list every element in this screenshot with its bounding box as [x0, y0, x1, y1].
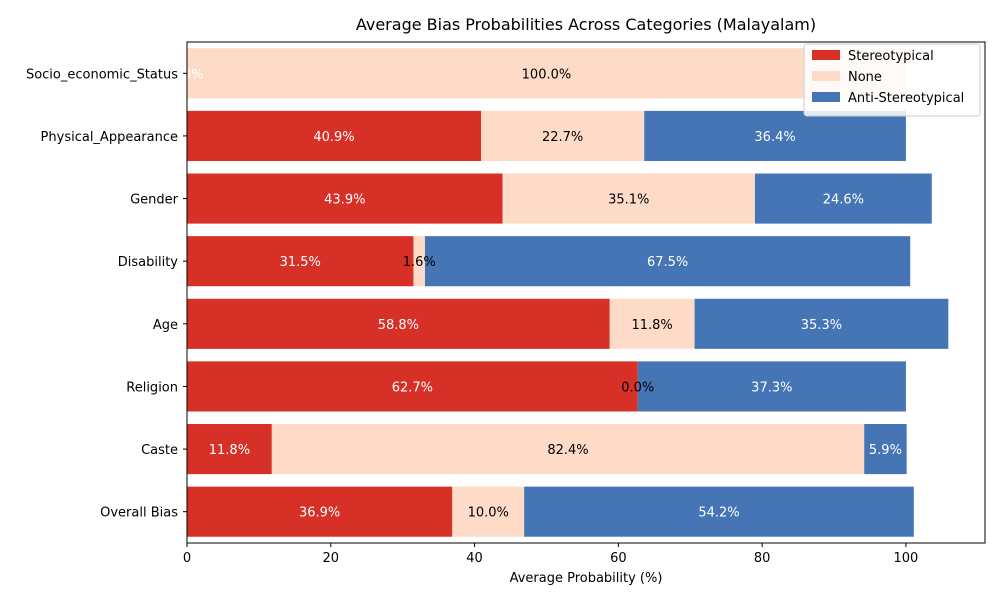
bar-none-2: [502, 173, 755, 224]
bar-label-none-5: 0.0%: [621, 380, 654, 395]
bar-anti-stereotypical-1: [644, 110, 906, 161]
y-tick-label-5: Religion: [126, 380, 178, 395]
y-tick-label-6: Caste: [141, 443, 178, 458]
bar-anti-stereotypical-6: [864, 424, 907, 475]
y-tick-label-2: Gender: [130, 193, 179, 208]
x-tick-label-1: 20: [323, 551, 340, 566]
bar-label-anti-stereotypical-3: 67.5%: [647, 255, 688, 270]
bar-label-stereotypical-5: 62.7%: [392, 380, 433, 395]
bar-stereotypical-6: [187, 424, 272, 475]
bar-stereotypical-3: [187, 236, 414, 287]
bar-label-stereotypical-2: 43.9%: [324, 193, 365, 208]
legend-box: [803, 43, 981, 117]
chart-title: Average Bias Probabilities Across Catego…: [356, 15, 816, 34]
bar-label-none-3: 1.6%: [403, 255, 436, 270]
x-tick-label-0: 0: [183, 551, 191, 566]
legend-label-0: Stereotypical: [848, 49, 934, 64]
bar-anti-stereotypical-2: [754, 173, 932, 224]
bar-label-anti-stereotypical-4: 35.3%: [801, 318, 842, 333]
bar-labels-layer: 0.0% 100.0% 40.9% 22.7% 36.4% 43.9% 35.1% 24.6%…: [170, 67, 901, 520]
bar-label-stereotypical-4: 58.8%: [378, 318, 419, 333]
bar-label-anti-stereotypical-1: 36.4%: [754, 130, 795, 145]
bar-anti-stereotypical-7: [524, 486, 914, 537]
y-tick-label-4: Age: [153, 318, 178, 333]
bar-none-0: [187, 48, 906, 99]
bar-none-7: [452, 486, 525, 537]
x-tick-label-3: 60: [610, 551, 627, 566]
bar-stereotypical-2: [187, 173, 503, 224]
bar-none-1: [481, 110, 645, 161]
bar-anti-stereotypical-3: [424, 236, 911, 287]
legend-swatch-0: [812, 50, 840, 60]
bar-label-anti-stereotypical-5: 37.3%: [751, 380, 792, 395]
bars-layer: [187, 48, 949, 537]
bar-label-stereotypical-6: 11.8%: [209, 443, 250, 458]
bar-label-none-7: 10.0%: [468, 506, 509, 521]
bar-label-stereotypical-1: 40.9%: [313, 130, 354, 145]
axes-layer: Socio_economic_Status Physical_Appearance…: [26, 41, 986, 566]
bar-stereotypical-7: [187, 486, 453, 537]
bar-label-none-2: 35.1%: [608, 193, 649, 208]
bar-stereotypical-1: [187, 110, 482, 161]
bar-none-3: [413, 236, 425, 287]
bar-label-stereotypical-7: 36.9%: [299, 506, 340, 521]
y-tick-label-7: Overall Bias: [100, 506, 178, 521]
bar-none-4: [609, 298, 695, 349]
bar-label-none-4: 11.8%: [631, 318, 672, 333]
legend: Stereotypical None Anti-Stereotypical: [803, 43, 981, 117]
bar-label-stereotypical-3: 31.5%: [280, 255, 321, 270]
x-tick-label-5: 100: [894, 551, 919, 566]
bar-label-none-1: 22.7%: [542, 130, 583, 145]
x-tick-label-2: 40: [466, 551, 483, 566]
y-tick-label-3: Disability: [118, 255, 179, 270]
legend-swatch-1: [812, 71, 840, 81]
bar-label-none-0: 100.0%: [522, 67, 572, 82]
bar-stereotypical-5: [187, 361, 638, 412]
plot-frame: [186, 41, 986, 544]
y-tick-label-1: Physical_Appearance: [41, 130, 178, 145]
bar-stereotypical-4: [187, 298, 610, 349]
legend-swatch-2: [812, 92, 840, 102]
bar-label-anti-stereotypical-7: 54.2%: [698, 506, 739, 521]
bar-none-6: [271, 424, 865, 475]
y-tick-label-0: Socio_economic_Status: [26, 67, 178, 82]
x-tick-label-4: 80: [754, 551, 771, 566]
x-axis-label: Average Probability (%): [510, 571, 663, 586]
bar-label-anti-stereotypical-2: 24.6%: [823, 193, 864, 208]
bar-label-anti-stereotypical-6: 5.9%: [869, 443, 902, 458]
bar-anti-stereotypical-4: [694, 298, 949, 349]
legend-label-1: None: [848, 70, 882, 85]
bar-label-none-6: 82.4%: [547, 443, 588, 458]
legend-label-2: Anti-Stereotypical: [848, 91, 964, 106]
bar-anti-stereotypical-5: [637, 361, 906, 412]
